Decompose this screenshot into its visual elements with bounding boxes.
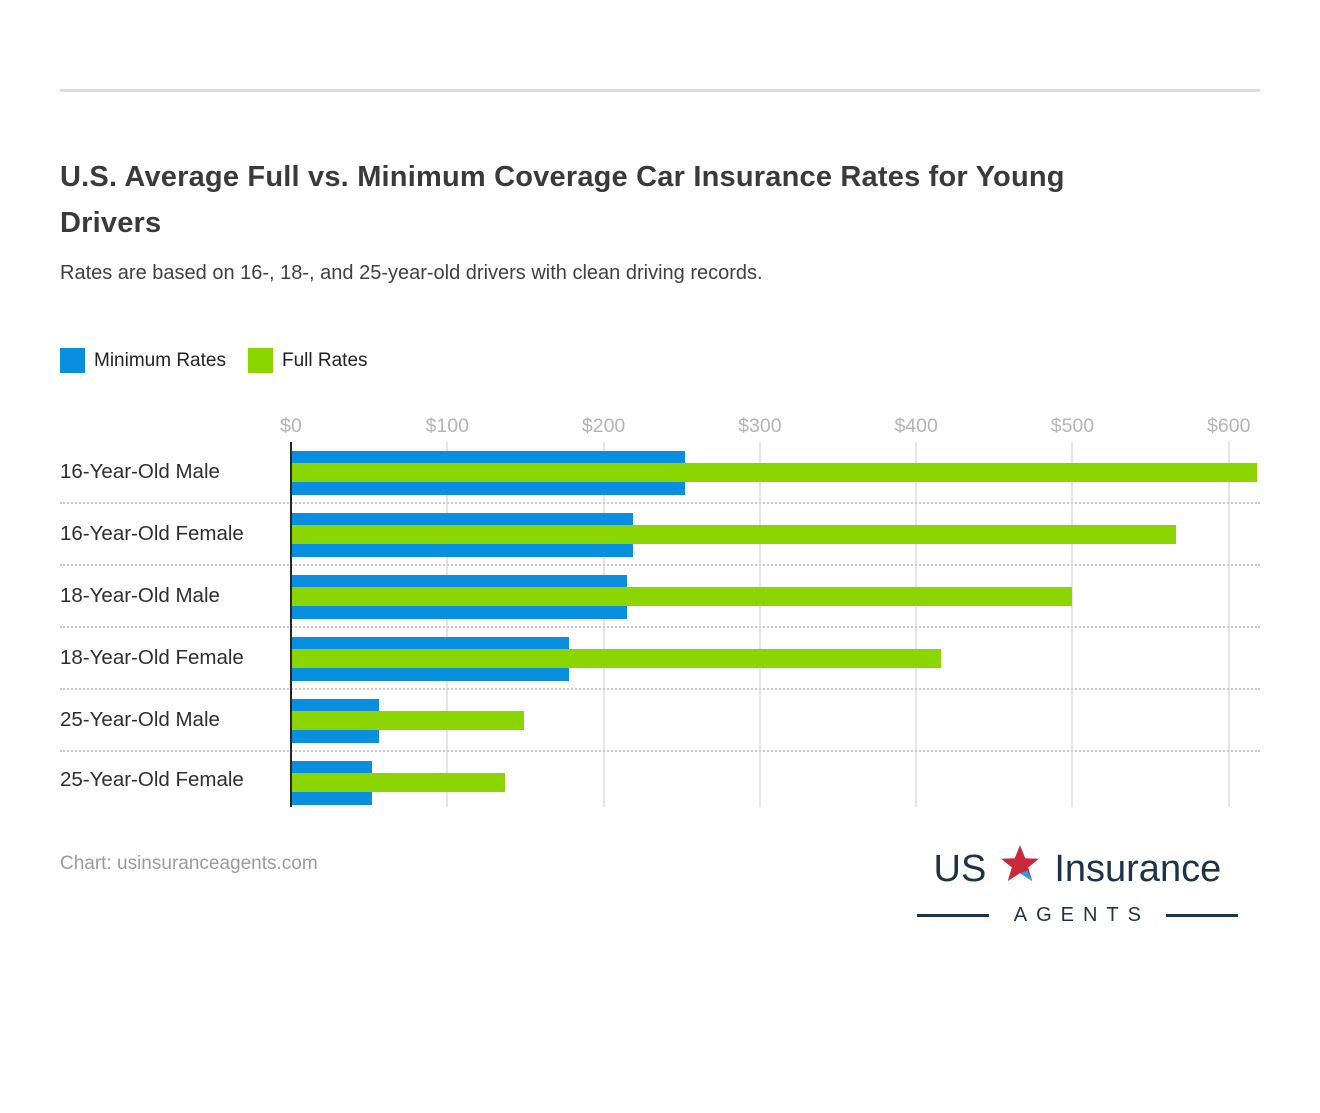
x-axis: $0 $100 $200 $300 $400 $500 $600 [280, 415, 1260, 442]
logo-line-right [1166, 914, 1238, 917]
legend-swatch [60, 348, 85, 373]
chart-title-line2: Drivers [60, 207, 162, 239]
axis-spacer [60, 415, 291, 442]
chart-row: 18-Year-Old Male [60, 566, 1260, 628]
logo-line-left [916, 914, 989, 917]
chart-row: 16-Year-Old Male [60, 442, 1260, 504]
category-label: 18-Year-Old Male [60, 584, 220, 607]
logo-agents-row: AGENTS [916, 904, 1238, 927]
row-bars [291, 690, 1260, 750]
category-label: 16-Year-Old Male [60, 460, 220, 483]
y-axis-line [290, 442, 292, 807]
category-label: 16-Year-Old Female [60, 522, 244, 545]
x-tick-label: $0 [280, 415, 302, 437]
row-bars [291, 504, 1260, 564]
gridline [758, 442, 761, 807]
chart-title-line1: U.S. Average Full vs. Minimum Coverage C… [60, 161, 1065, 193]
bar-full-rates[interactable] [291, 773, 506, 792]
logo-word-agents: AGENTS [1013, 904, 1150, 926]
x-tick-label: $100 [425, 415, 469, 437]
row-bars [291, 752, 1260, 807]
chart-credit: Chart: usinsuranceagents.com [60, 853, 318, 874]
bar-full-rates[interactable] [291, 587, 1073, 606]
bar-chart: $0 $100 $200 $300 $400 $500 $600 16-Year-Old M… [60, 415, 1260, 807]
legend: Minimum Rates Full Rates [60, 348, 1260, 373]
chart-row: 25-Year-Old Male [60, 690, 1260, 752]
bar-full-rates[interactable] [291, 711, 524, 730]
legend-swatch [247, 348, 273, 373]
chart-row: 25-Year-Old Female [60, 752, 1260, 807]
gridline [1071, 442, 1074, 807]
logo-word-us: US [933, 847, 987, 890]
category-label: 25-Year-Old Male [60, 708, 220, 731]
gridline [446, 442, 449, 807]
x-axis-row: $0 $100 $200 $300 $400 $500 $600 [60, 415, 1260, 442]
page: U.S. Average Full vs. Minimum Coverage C… [0, 89, 1320, 927]
category-label: 25-Year-Old Female [60, 767, 244, 791]
legend-item-full-rates[interactable]: Full Rates [247, 348, 368, 373]
x-tick-label: $500 [1050, 415, 1095, 437]
bar-full-rates[interactable] [291, 525, 1176, 544]
logo-wordmark: US Insurance [917, 843, 1238, 895]
x-tick-label: $200 [581, 415, 626, 437]
row-bars [291, 628, 1260, 688]
gridline [1227, 442, 1230, 807]
gridline [602, 442, 605, 807]
top-divider [60, 89, 1260, 92]
legend-label: Full Rates [281, 349, 368, 371]
bar-full-rates[interactable] [291, 649, 942, 668]
footer: Chart: usinsuranceagents.com US Insuranc… [60, 843, 1260, 927]
star-icon [999, 843, 1041, 895]
chart-rows: 16-Year-Old Male 16-Year-Old Female 18-Yea… [60, 442, 1260, 807]
legend-label: Minimum Rates [94, 349, 226, 371]
row-bars [291, 442, 1260, 502]
gridline [915, 442, 918, 807]
chart-title: U.S. Average Full vs. Minimum Coverage C… [60, 154, 1260, 246]
logo-word-insurance: Insurance [1054, 847, 1222, 890]
brand-logo: US Insurance AGENTS [916, 843, 1238, 927]
row-bars [291, 566, 1260, 626]
gridlines [290, 442, 1260, 807]
x-tick-label: $300 [738, 415, 782, 437]
chart-subtitle: Rates are based on 16-, 18-, and 25-year… [60, 262, 763, 284]
bar-full-rates[interactable] [291, 463, 1257, 482]
chart-row: 16-Year-Old Female [60, 504, 1260, 566]
chart-row: 18-Year-Old Female [60, 628, 1260, 690]
legend-item-minimum-rates[interactable]: Minimum Rates [60, 348, 226, 373]
plot-area: 16-Year-Old Male 16-Year-Old Female 18-Yea… [60, 442, 1260, 807]
category-label: 18-Year-Old Female [60, 646, 244, 669]
x-tick-label: $600 [1207, 415, 1251, 437]
x-tick-label: $400 [894, 415, 938, 437]
